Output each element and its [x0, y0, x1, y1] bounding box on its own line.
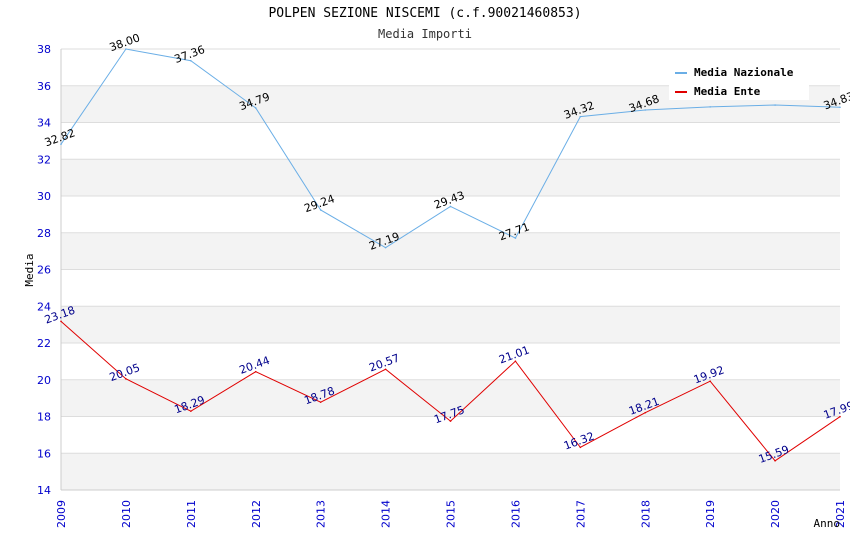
data-point [579, 446, 582, 449]
data-point [125, 48, 127, 50]
data-point [449, 205, 452, 208]
x-tick-label: 2016 [509, 500, 522, 528]
data-point [774, 459, 776, 462]
data-point [449, 420, 452, 422]
axes [60, 49, 840, 491]
data-point [514, 237, 517, 239]
data-point [254, 107, 257, 109]
y-axis-title: Media [23, 253, 36, 286]
x-tick-label: 2009 [55, 500, 68, 528]
data-point [774, 104, 776, 106]
y-tick-label: 36 [37, 80, 51, 93]
data-point [709, 106, 711, 108]
data-point [60, 143, 62, 145]
legend: Media Nazionale Media Ente [669, 60, 809, 100]
y-tick-label: 30 [37, 190, 51, 203]
data-point [839, 415, 841, 418]
x-tick-label: 2018 [639, 500, 652, 528]
x-tick-label: 2013 [315, 500, 328, 528]
data-label: 32.82 [43, 126, 77, 149]
y-tick-label: 18 [37, 411, 51, 424]
x-axis-title: Anno [814, 517, 841, 530]
axis-titles: Media Anno [23, 253, 840, 530]
grid-band [61, 159, 840, 196]
data-point [839, 106, 841, 109]
data-label: 16.32 [562, 430, 596, 453]
x-tick-label: 2017 [574, 500, 587, 528]
data-point [60, 320, 62, 323]
x-tick-label: 2014 [380, 500, 393, 528]
grid-band [61, 306, 840, 343]
x-tick-label: 2010 [120, 500, 133, 528]
y-tick-label: 16 [37, 447, 51, 460]
grid-band [61, 232, 840, 270]
y-tick-label: 20 [37, 374, 51, 387]
data-point [514, 360, 517, 362]
data-point [384, 368, 387, 371]
legend-box [669, 60, 809, 100]
data-point [709, 380, 711, 383]
y-tick-label: 24 [37, 300, 51, 313]
chart-subtitle: Media Importi [378, 27, 472, 41]
data-point [579, 115, 582, 118]
tick-labels: 14 16 18 20 22 24 26 28 30 32 34 36 38 2009 2010 2011 20… [37, 43, 847, 528]
y-tick-label: 26 [37, 264, 51, 277]
x-tick-label: 2020 [769, 500, 782, 528]
data-point [125, 378, 127, 380]
data-point [190, 59, 192, 62]
data-point [644, 411, 647, 414]
data-label: 20.57 [367, 351, 401, 374]
data-point [190, 410, 192, 412]
data-label: 20.44 [238, 354, 272, 377]
y-tick-label: 28 [37, 227, 51, 240]
y-tick-label: 38 [37, 43, 51, 56]
data-point [384, 246, 387, 249]
x-tick-label: 2012 [250, 500, 263, 528]
x-tick-label: 2011 [185, 500, 198, 528]
legend-label: Media Nazionale [694, 66, 794, 79]
series-lines [60, 48, 841, 462]
grid-bands [61, 85, 840, 490]
chart-title: POLPEN SEZIONE NISCEMI (c.f.90021460853) [268, 6, 582, 21]
x-tick-label: 2021 [834, 500, 847, 528]
grid-band [61, 453, 840, 490]
data-point [319, 209, 322, 211]
y-tick-label: 34 [37, 117, 51, 130]
data-point [254, 370, 257, 373]
data-point [319, 401, 322, 403]
x-tick-label: 2019 [704, 500, 717, 528]
y-tick-label: 22 [37, 337, 51, 350]
data-label: 37.36 [173, 43, 207, 66]
y-tick-label: 14 [37, 484, 51, 497]
x-tick-label: 2015 [445, 500, 458, 528]
data-point [644, 109, 647, 111]
y-tick-label: 32 [37, 153, 51, 166]
legend-label: Media Ente [694, 85, 761, 98]
